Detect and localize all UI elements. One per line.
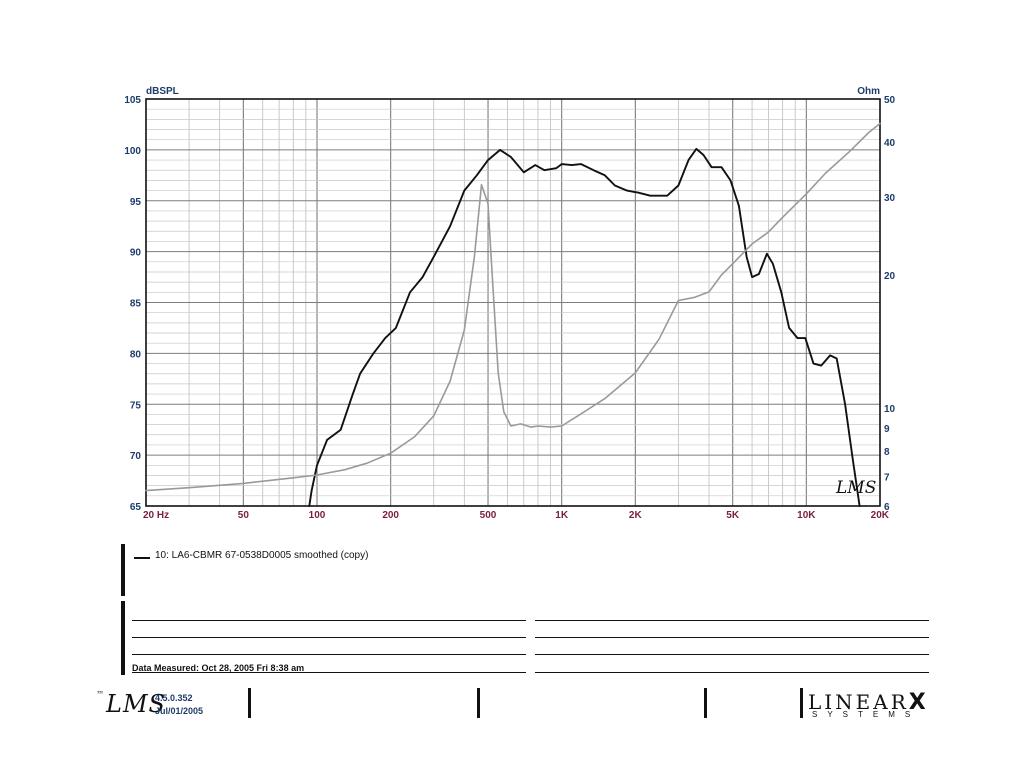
frequency-response-chart: 105 100 95 90 85 80 75 70 65 50 40 30 20 10 9 8 7 6 20 Hz 5… (124, 86, 895, 521)
x-axis-tick-label: 500 (480, 510, 497, 521)
left-axis-tick-label: 95 (130, 197, 142, 208)
x-axis-tick-label: 50 (238, 510, 250, 521)
right-axis-tick-label: 30 (884, 193, 896, 204)
notes-rule (132, 654, 526, 655)
notes-rule (535, 672, 929, 673)
plot-frame (145, 98, 881, 507)
legend-swatch (134, 557, 150, 559)
left-axis-tick-label: 90 (130, 248, 142, 259)
chart-grid (146, 99, 880, 506)
left-axis-tick-label: 100 (124, 146, 141, 157)
footer-divider (800, 688, 803, 718)
right-axis-tick-label: 10 (884, 404, 896, 415)
brand-subtitle: SYSTEMS (812, 710, 921, 719)
lms-logo: ™LMS (96, 690, 166, 718)
logo-text: LMS (106, 690, 166, 718)
version-number: 4.5.0.352 (155, 693, 193, 703)
right-axis-tick-label: 20 (884, 271, 896, 282)
right-axis-tick-label: 7 (884, 472, 890, 483)
axis-ticks: 105 100 95 90 85 80 75 70 65 50 40 30 20 10 9 8 7 6 20 Hz 5… (124, 95, 895, 521)
left-axis-tick-label: 105 (124, 95, 141, 106)
footer-divider (248, 688, 251, 718)
logo-mark: ™ (96, 690, 105, 699)
x-axis-tick-label: 2K (629, 510, 643, 521)
x-axis-tick-label: 200 (382, 510, 399, 521)
notes-bar (121, 601, 125, 675)
impedance-curve (145, 122, 881, 492)
left-axis-tick-label: 75 (130, 400, 142, 411)
x-axis-tick-label: 20 Hz (143, 510, 169, 521)
notes-rule (132, 637, 526, 638)
left-axis-tick-label: 70 (130, 451, 142, 462)
right-axis-tick-label: 50 (884, 95, 896, 106)
right-axis-tick-label: 40 (884, 138, 896, 149)
footer-divider (704, 688, 707, 718)
legend-label: 10: LA6-CBMR 67-0538D0005 smoothed (copy… (155, 550, 369, 561)
version-info: 4.5.0.352 Jul/01/2005 (155, 692, 203, 718)
left-axis-unit: dBSPL (146, 86, 179, 97)
notes-rule (535, 637, 929, 638)
left-axis-tick-label: 85 (130, 299, 142, 310)
linearx-brand: LINEARX (808, 690, 929, 715)
right-axis-tick-label: 9 (884, 424, 890, 435)
right-axis-unit: Ohm (857, 86, 880, 97)
notes-rule (132, 672, 526, 673)
x-axis-tick-label: 20K (871, 510, 890, 521)
brand-x: X (908, 690, 929, 715)
notes-rule (535, 620, 929, 621)
brand-name: LINEAR (808, 690, 909, 714)
notes-rule (535, 654, 929, 655)
data-measured-label: Data Measured: Oct 28, 2005 Fri 8:38 am (132, 663, 305, 673)
right-axis-tick-label: 6 (884, 502, 890, 513)
lms-watermark: LMS (836, 478, 877, 498)
right-axis-tick-label: 8 (884, 447, 890, 458)
left-axis-tick-label: 65 (130, 502, 142, 513)
series-group (145, 122, 881, 507)
notes-rule (132, 620, 526, 621)
x-axis-tick-label: 1K (555, 510, 569, 521)
x-axis-tick-label: 5K (726, 510, 740, 521)
footer-divider (477, 688, 480, 718)
x-axis-tick-label: 10K (797, 510, 816, 521)
spl-curve (308, 147, 861, 507)
legend-bar (121, 544, 125, 596)
left-axis-tick-label: 80 (130, 349, 142, 360)
x-axis-tick-label: 100 (309, 510, 326, 521)
version-date: Jul/01/2005 (155, 706, 204, 716)
